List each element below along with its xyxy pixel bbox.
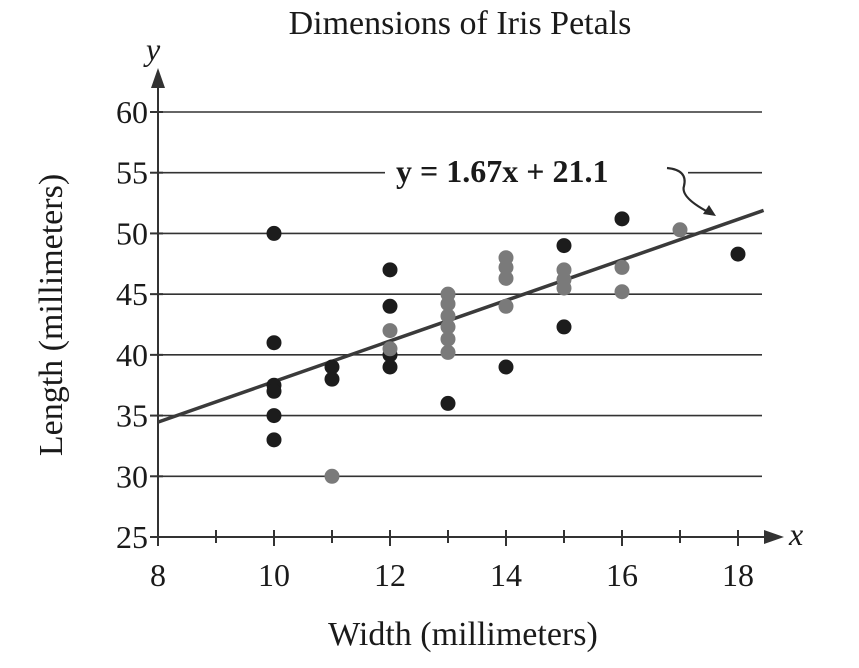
x-tick-label-16: 16 — [606, 557, 638, 593]
gray-data-point-13 — [498, 298, 514, 314]
dark-data-point-2 — [266, 335, 282, 351]
axes — [157, 82, 770, 538]
x-axis-arrowhead — [764, 530, 784, 544]
y-tick-label-60: 60 — [116, 94, 148, 130]
y-axis-variable: y — [143, 31, 161, 67]
x-tick-label-14: 14 — [490, 557, 522, 593]
grid-lines — [158, 111, 762, 478]
tick-marks — [150, 111, 739, 546]
dark-data-point-7 — [324, 359, 340, 375]
dark-data-point-17 — [614, 211, 630, 227]
gray-data-point-1 — [324, 468, 340, 484]
x-tick-label-18: 18 — [722, 557, 754, 593]
dark-data-point-14 — [498, 359, 514, 375]
gray-data-point-3 — [382, 341, 398, 357]
gray-data-point-9 — [440, 344, 456, 360]
gray-data-point-5 — [440, 296, 456, 312]
dark-data-point-15 — [556, 238, 572, 254]
y-tick-label-25: 25 — [116, 519, 148, 555]
equation-arrowhead — [703, 205, 716, 216]
chart-title: Dimensions of Iris Petals — [289, 5, 632, 42]
y-axis-label: Length (millimeters) — [33, 174, 70, 456]
trendline-equation: y = 1.67x + 21.1 — [396, 153, 608, 189]
x-axis-variable: x — [788, 516, 803, 552]
y-axis-arrowhead — [151, 68, 165, 88]
equation-leader-arrow — [666, 166, 713, 215]
x-tick-label-8: 8 — [150, 557, 166, 593]
x-tick-label-10: 10 — [258, 557, 290, 593]
gray-data-point-8 — [440, 331, 456, 347]
dark-data-point-12 — [382, 359, 398, 375]
y-tick-label-45: 45 — [116, 276, 148, 312]
dark-data-point-16 — [556, 319, 572, 335]
trend-line — [157, 208, 765, 424]
gray-data-point-11 — [498, 259, 514, 275]
gray-data-point-17 — [614, 259, 630, 275]
dark-data-point-6 — [266, 432, 282, 448]
y-tick-label-30: 30 — [116, 458, 148, 494]
dark-data-point-10 — [382, 298, 398, 314]
gray-data-point-12 — [498, 270, 514, 286]
y-tick-label-40: 40 — [116, 337, 148, 373]
gray-data-point-18 — [614, 284, 630, 300]
dark-data-point-13 — [440, 395, 456, 411]
y-tick-label-35: 35 — [116, 398, 148, 434]
gray-data-point-16 — [556, 280, 572, 296]
gray-data-point-6 — [440, 308, 456, 324]
y-tick-label-50: 50 — [116, 215, 148, 251]
dark-data-point-9 — [382, 262, 398, 278]
dark-data-point-8 — [324, 371, 340, 387]
gray-data-point-2 — [382, 323, 398, 339]
dark-data-point-1 — [266, 225, 282, 241]
y-tick-label-55: 55 — [116, 155, 148, 191]
dark-data-point-4 — [266, 383, 282, 399]
gray-data-point-19 — [672, 222, 688, 238]
gray-data-point-7 — [440, 319, 456, 335]
tick-labels: 8 10 12 14 16 18 25 30 35 40 45 50 55 60 — [116, 94, 754, 593]
x-tick-label-12: 12 — [374, 557, 406, 593]
data-points — [266, 211, 746, 484]
dark-data-point-5 — [266, 408, 282, 424]
x-axis-label: Width (millimeters) — [328, 616, 598, 653]
dark-data-point-18 — [730, 246, 746, 262]
